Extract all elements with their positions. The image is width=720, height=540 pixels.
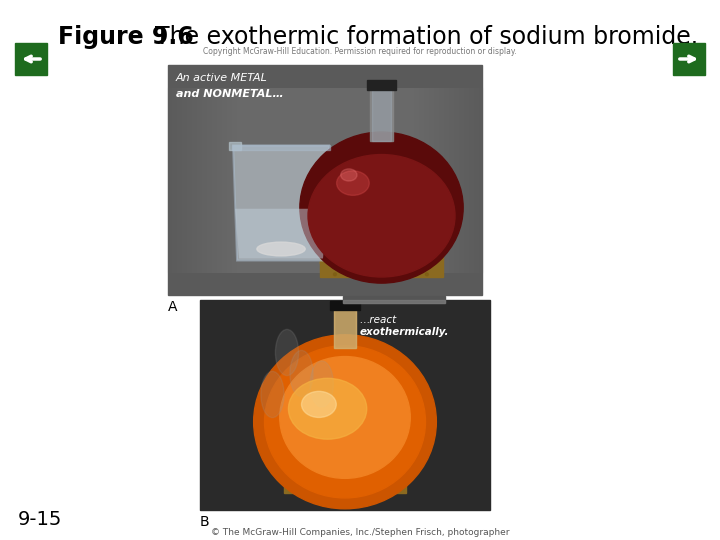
Circle shape — [317, 487, 320, 489]
Ellipse shape — [290, 350, 313, 396]
Ellipse shape — [253, 335, 436, 509]
Circle shape — [382, 487, 385, 489]
Circle shape — [407, 273, 410, 276]
Circle shape — [294, 487, 298, 489]
Ellipse shape — [302, 392, 336, 417]
Bar — [212, 88, 438, 272]
Circle shape — [407, 266, 410, 269]
Bar — [197, 88, 453, 272]
Bar — [232, 145, 330, 150]
Ellipse shape — [308, 154, 455, 277]
Bar — [343, 296, 444, 303]
Bar — [252, 88, 397, 272]
Bar — [217, 88, 433, 272]
Bar — [284, 472, 406, 493]
Text: …react: …react — [359, 315, 397, 325]
Bar — [228, 88, 423, 272]
Bar — [229, 141, 241, 150]
Text: A: A — [168, 300, 178, 314]
Ellipse shape — [310, 361, 333, 407]
Circle shape — [352, 266, 355, 269]
Bar — [372, 90, 391, 140]
Bar — [370, 90, 393, 140]
Bar — [330, 301, 360, 310]
Ellipse shape — [289, 379, 366, 439]
Ellipse shape — [261, 372, 284, 417]
Bar — [15, 43, 47, 75]
Text: Figure 9.6: Figure 9.6 — [58, 25, 194, 49]
Circle shape — [352, 273, 355, 276]
Ellipse shape — [280, 356, 410, 478]
Ellipse shape — [264, 346, 426, 498]
Circle shape — [426, 260, 428, 262]
Circle shape — [370, 273, 373, 276]
Circle shape — [361, 487, 364, 489]
Circle shape — [338, 487, 341, 489]
Text: B: B — [200, 515, 210, 529]
Bar — [673, 43, 705, 75]
Bar — [320, 255, 443, 276]
Text: and NONMETAL…: and NONMETAL… — [176, 89, 284, 99]
Bar — [207, 88, 443, 272]
Bar — [237, 88, 413, 272]
Circle shape — [333, 266, 336, 269]
Text: An active METAL: An active METAL — [176, 73, 268, 83]
Bar — [333, 310, 356, 348]
Text: Copyright McGraw-Hill Education. Permission required for reproduction or display: Copyright McGraw-Hill Education. Permiss… — [203, 47, 517, 56]
Bar — [177, 88, 473, 272]
Polygon shape — [233, 145, 329, 260]
Text: 9-15: 9-15 — [18, 510, 63, 529]
Ellipse shape — [284, 467, 406, 477]
Circle shape — [370, 266, 373, 269]
Ellipse shape — [341, 169, 357, 181]
Circle shape — [361, 477, 364, 480]
Bar — [167, 88, 483, 272]
Bar — [242, 88, 408, 272]
Text: exothermically.: exothermically. — [359, 327, 449, 337]
Polygon shape — [235, 209, 327, 259]
Bar — [247, 88, 402, 272]
Circle shape — [389, 273, 392, 276]
Bar — [232, 88, 418, 272]
Circle shape — [317, 477, 320, 480]
Ellipse shape — [300, 132, 463, 283]
Bar — [182, 88, 468, 272]
Bar — [200, 300, 490, 510]
Circle shape — [338, 477, 341, 480]
Bar — [367, 80, 396, 90]
Text: The exothermic formation of sodium bromide.: The exothermic formation of sodium bromi… — [155, 25, 698, 49]
Bar — [172, 88, 478, 272]
Circle shape — [382, 477, 385, 480]
Circle shape — [389, 266, 392, 269]
Circle shape — [370, 260, 373, 262]
Circle shape — [294, 477, 298, 480]
Bar — [343, 300, 444, 303]
Circle shape — [389, 260, 392, 262]
Text: © The McGraw-Hill Companies, Inc./Stephen Frisch, photographer: © The McGraw-Hill Companies, Inc./Stephe… — [211, 528, 509, 537]
Ellipse shape — [275, 329, 299, 376]
Bar — [168, 65, 482, 295]
Ellipse shape — [337, 171, 369, 195]
Circle shape — [407, 260, 410, 262]
Circle shape — [333, 273, 336, 276]
Circle shape — [333, 260, 336, 262]
Circle shape — [426, 273, 428, 276]
Bar — [202, 88, 448, 272]
Circle shape — [426, 266, 428, 269]
Bar — [262, 88, 388, 272]
Ellipse shape — [257, 242, 305, 256]
Circle shape — [352, 260, 355, 262]
Bar — [257, 88, 393, 272]
Bar — [192, 88, 458, 272]
Ellipse shape — [320, 248, 443, 278]
Bar — [187, 88, 463, 272]
Bar — [333, 310, 356, 348]
Bar — [222, 88, 428, 272]
